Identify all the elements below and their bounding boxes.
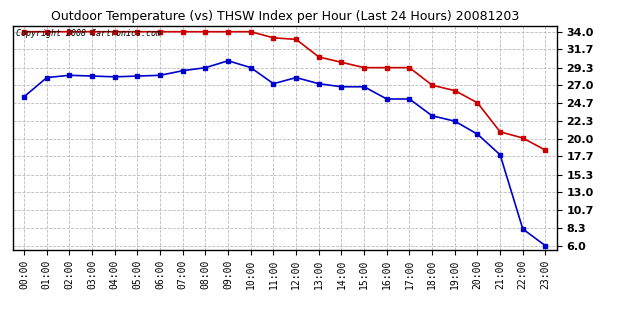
Text: Copyright 2008 Cartronics.com: Copyright 2008 Cartronics.com [15, 29, 161, 38]
Title: Outdoor Temperature (vs) THSW Index per Hour (Last 24 Hours) 20081203: Outdoor Temperature (vs) THSW Index per … [51, 10, 519, 23]
